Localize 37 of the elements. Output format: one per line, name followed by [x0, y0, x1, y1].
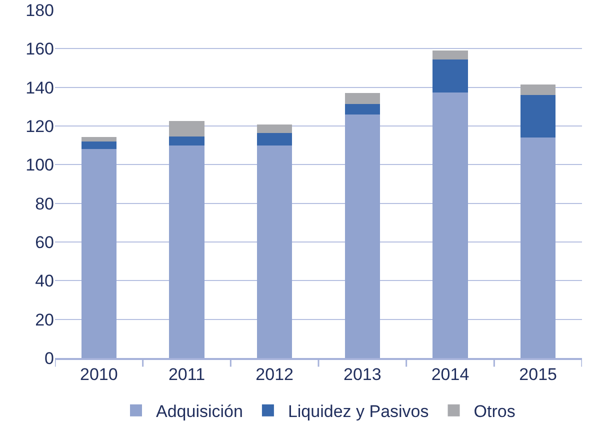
bar — [81, 149, 116, 358]
y-tick-label: 20 — [35, 310, 54, 330]
y-tick-label: 40 — [35, 272, 54, 291]
bar — [81, 141, 116, 150]
y-tick-label: 120 — [26, 116, 54, 136]
legend-label: Liquidez y Pasivos — [288, 402, 429, 421]
y-tick-label: 160 — [26, 40, 54, 59]
y-tick-label: 180 — [26, 0, 54, 20]
bar — [344, 104, 380, 114]
y-tick-label: 140 — [26, 78, 54, 98]
y-tick-label: 0 — [44, 348, 54, 368]
x-tick-label: 2013 — [344, 365, 382, 384]
x-tick-label: 2015 — [519, 365, 557, 384]
bar — [432, 59, 468, 92]
y-tick-label: 80 — [35, 194, 54, 214]
legend-label: Otros — [474, 402, 516, 421]
bar — [169, 136, 204, 146]
y-tick-label: 60 — [35, 232, 54, 252]
bar — [520, 84, 556, 96]
y-tick-label: 100 — [26, 156, 54, 175]
legend-label: Adquisición — [156, 402, 243, 421]
bar — [169, 121, 204, 137]
x-tick-label: 2011 — [168, 365, 206, 384]
bar — [344, 114, 380, 358]
bar — [432, 50, 468, 60]
x-tick-label: 2014 — [431, 365, 470, 384]
bar — [344, 92, 380, 104]
bar — [520, 95, 556, 138]
bar — [432, 92, 468, 358]
bar — [520, 138, 556, 358]
x-tick-label: 2010 — [80, 365, 118, 384]
bar — [169, 145, 204, 358]
bar — [257, 132, 292, 146]
bar — [257, 145, 292, 358]
x-tick-label: 2012 — [256, 365, 294, 384]
bar — [257, 124, 292, 133]
bar — [81, 136, 116, 142]
